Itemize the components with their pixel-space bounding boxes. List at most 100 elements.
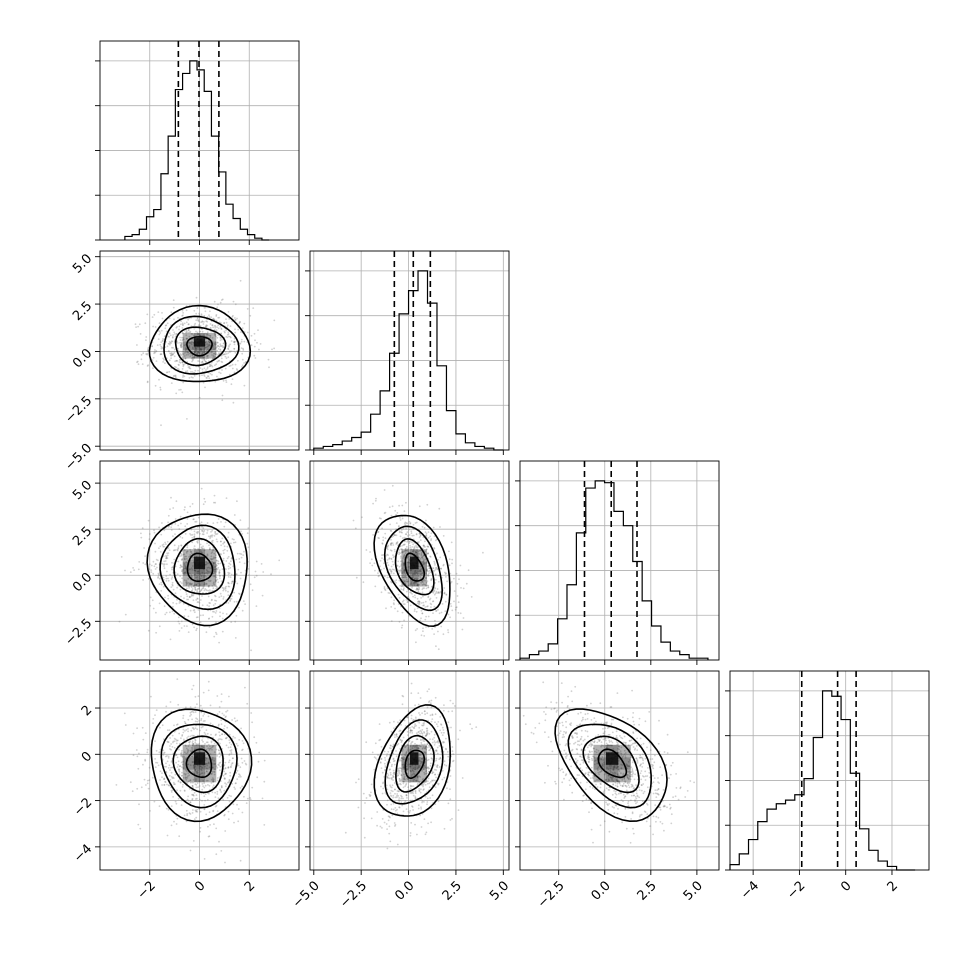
scatter-point	[221, 537, 224, 540]
scatter-point	[401, 749, 404, 752]
scatter-point	[183, 563, 186, 565]
scatter-point	[418, 570, 421, 573]
scatter-point	[185, 567, 187, 569]
scatter-point	[174, 333, 176, 335]
scatter-point	[410, 582, 413, 585]
scatter-point	[422, 743, 424, 746]
scatter-point	[419, 565, 422, 568]
scatter-point	[207, 334, 210, 337]
scatter-point	[171, 336, 174, 339]
scatter-point	[179, 388, 182, 391]
scatter-point	[212, 809, 215, 812]
scatter-point	[421, 800, 424, 802]
scatter-point	[190, 583, 193, 586]
scatter-point	[398, 759, 401, 762]
scatter-point	[615, 741, 618, 743]
scatter-point	[186, 550, 188, 553]
scatter-point	[139, 827, 142, 830]
scatter-point	[403, 510, 406, 513]
scatter-point	[213, 501, 215, 504]
scatter-point	[420, 602, 423, 604]
scatter-point	[217, 763, 220, 766]
scatter-point	[186, 350, 189, 353]
density-cell	[418, 549, 428, 562]
scatter-point	[421, 779, 424, 781]
scatter-point	[234, 788, 237, 790]
scatter-point	[426, 782, 429, 785]
scatter-point	[426, 605, 428, 608]
scatter-point	[422, 583, 425, 586]
scatter-point	[413, 584, 416, 587]
scatter-point	[365, 549, 368, 551]
scatter-point	[398, 790, 400, 793]
scatter-point	[160, 341, 163, 343]
scatter-point	[187, 749, 190, 752]
scatter-point	[218, 840, 220, 843]
scatter-point	[194, 798, 197, 800]
scatter-point	[185, 557, 188, 560]
scatter-point	[215, 346, 218, 349]
scatter-point	[216, 521, 219, 524]
scatter-point	[403, 619, 405, 622]
scatter-point	[394, 809, 397, 812]
scatter-point	[165, 371, 168, 374]
scatter-point	[421, 591, 424, 594]
scatter-point	[618, 759, 620, 762]
scatter-point	[172, 602, 175, 604]
scatter-point	[200, 314, 203, 317]
scatter-point	[152, 572, 155, 575]
scatter-point	[454, 705, 456, 707]
scatter-point	[362, 792, 365, 795]
scatter-point	[214, 531, 217, 533]
scatter-point	[211, 351, 214, 353]
scatter-point	[207, 340, 210, 342]
scatter-point	[435, 610, 437, 612]
scatter-point	[628, 765, 630, 768]
scatter-point	[212, 352, 215, 355]
scatter-point	[200, 521, 203, 524]
scatter-point	[145, 336, 148, 338]
scatter-point	[431, 628, 434, 630]
scatter-point	[150, 564, 153, 567]
scatter-point	[180, 582, 183, 584]
scatter-point	[403, 554, 406, 557]
scatter-point	[423, 743, 426, 746]
scatter-point	[208, 341, 211, 344]
density-cell	[205, 332, 217, 342]
scatter-point	[220, 785, 223, 787]
scatter-point	[411, 791, 414, 794]
scatter-point	[227, 531, 230, 534]
scatter-point	[218, 641, 221, 644]
scatter-point	[630, 783, 633, 786]
scatter-point	[405, 782, 408, 785]
scatter-point	[415, 521, 418, 524]
scatter-point	[436, 725, 439, 728]
scatter-point	[229, 600, 232, 602]
scatter-point	[164, 543, 167, 545]
scatter-point	[197, 360, 200, 362]
scatter-point	[411, 585, 414, 587]
scatter-point	[224, 778, 226, 780]
panel-frame	[519, 460, 720, 661]
scatter-point	[244, 762, 247, 765]
scatter-point	[196, 771, 199, 774]
scatter-point	[418, 744, 421, 747]
scatter-point	[167, 521, 170, 524]
scatter-point	[406, 768, 409, 770]
scatter-point	[180, 342, 183, 345]
scatter-point	[181, 332, 184, 335]
scatter-point	[563, 798, 565, 801]
scatter-point	[171, 584, 174, 587]
scatter-point	[565, 726, 568, 729]
scatter-point	[168, 784, 171, 787]
scatter-point	[215, 853, 218, 856]
density-panel-3-2	[519, 670, 720, 875]
scatter-point	[214, 356, 216, 358]
scatter-point	[397, 799, 400, 802]
scatter-point	[176, 817, 179, 820]
scatter-point	[432, 612, 434, 614]
scatter-point	[192, 711, 195, 714]
scatter-point	[203, 858, 206, 860]
scatter-point	[414, 744, 417, 747]
scatter-point	[384, 759, 387, 761]
